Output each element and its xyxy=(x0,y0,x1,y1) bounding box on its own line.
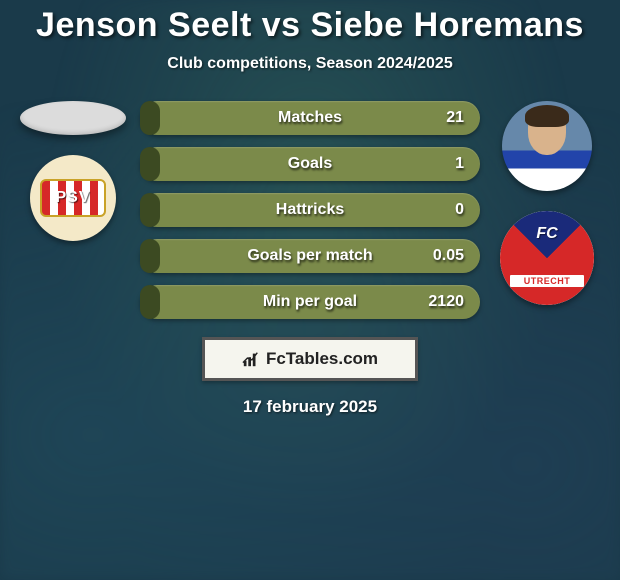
stat-bar-value: 1 xyxy=(455,155,464,173)
stat-bar-value: 2120 xyxy=(428,293,464,311)
subtitle: Club competitions, Season 2024/2025 xyxy=(0,55,620,73)
stat-bar-label: Goals per match xyxy=(247,247,372,265)
club-left-text: PSV xyxy=(40,179,106,217)
stat-bar: Goals 1 xyxy=(140,147,480,181)
stat-bar-value: 0.05 xyxy=(433,247,464,265)
date-text: 17 february 2025 xyxy=(0,397,620,417)
stat-bar-value: 0 xyxy=(455,201,464,219)
stat-bar-fill xyxy=(140,101,160,135)
chart-icon xyxy=(242,350,260,368)
stat-bar-label: Matches xyxy=(278,109,342,127)
stat-bar-label: Hattricks xyxy=(276,201,344,219)
stat-bar: Hattricks 0 xyxy=(140,193,480,227)
stat-bar: Goals per match 0.05 xyxy=(140,239,480,273)
stat-bar: Min per goal 2120 xyxy=(140,285,480,319)
stat-bar: Matches 21 xyxy=(140,101,480,135)
page-title: Jenson Seelt vs Siebe Horemans xyxy=(0,6,620,45)
player-left-avatar xyxy=(20,101,126,135)
stat-bar-fill xyxy=(140,193,160,227)
stat-bar-fill xyxy=(140,147,160,181)
right-column: UTRECHT xyxy=(492,101,602,305)
content-row: PSV Matches 21 Goals 1 Hattricks 0 Goals xyxy=(0,101,620,319)
brand-box: FcTables.com xyxy=(202,337,418,381)
club-right-badge: UTRECHT xyxy=(500,211,594,305)
club-right-text: UTRECHT xyxy=(510,275,584,287)
left-column: PSV xyxy=(18,101,128,241)
stat-bar-fill xyxy=(140,285,160,319)
stat-bar-fill xyxy=(140,239,160,273)
stat-bar-label: Goals xyxy=(288,155,332,173)
brand-text: FcTables.com xyxy=(266,349,378,369)
stats-bars: Matches 21 Goals 1 Hattricks 0 Goals per… xyxy=(140,101,480,319)
stat-bar-value: 21 xyxy=(446,109,464,127)
club-left-badge: PSV xyxy=(30,155,116,241)
stat-bar-label: Min per goal xyxy=(263,293,357,311)
player-right-avatar xyxy=(502,101,592,191)
